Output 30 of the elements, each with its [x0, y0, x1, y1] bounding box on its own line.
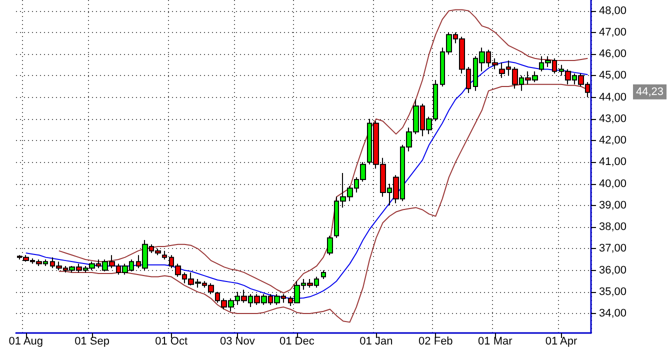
y-tick-label: 37,00	[599, 242, 627, 255]
x-tick-label: 01 Dec	[279, 336, 315, 347]
y-tick-label: 36,00	[599, 264, 627, 276]
y-tick-label: 34,00	[599, 308, 627, 320]
y-tick-label: 46,00	[599, 48, 627, 60]
y-tick-label: 39,00	[599, 199, 627, 212]
x-tick-label: 01 Jan	[360, 336, 393, 347]
y-tick-label: 42,00	[599, 134, 627, 147]
y-tick-label: 43,00	[599, 112, 627, 125]
text: 44,23	[636, 86, 664, 98]
y-tick-label: 47,00	[599, 26, 627, 38]
candlestick	[327, 235, 333, 256]
x-tick-label: 01 Aug	[8, 336, 44, 347]
line-series	[58, 9, 588, 294]
y-tick-label: 48,00	[599, 4, 627, 17]
x-tick-label: 03 Nov	[220, 336, 256, 347]
y-tick-label: 35,00	[599, 286, 627, 298]
y-tick-label: 44,00	[599, 91, 627, 104]
y-tick-label: 41,00	[599, 156, 627, 168]
x-tick-label: 01 Apr	[545, 336, 578, 347]
y-tick-label: 38,00	[599, 221, 627, 234]
x-tick-label: 01 Sep	[74, 336, 110, 347]
candlestick	[162, 250, 167, 260]
y-tick-label: 40,00	[599, 178, 627, 190]
y-tick-label: 45,00	[599, 70, 627, 82]
x-tick-label: 01 Mar	[478, 336, 513, 347]
x-tick-label: 01 Oct	[155, 336, 188, 347]
x-tick-label: 02 Feb	[418, 336, 453, 347]
line-series	[25, 61, 588, 299]
candlestick	[321, 270, 326, 280]
